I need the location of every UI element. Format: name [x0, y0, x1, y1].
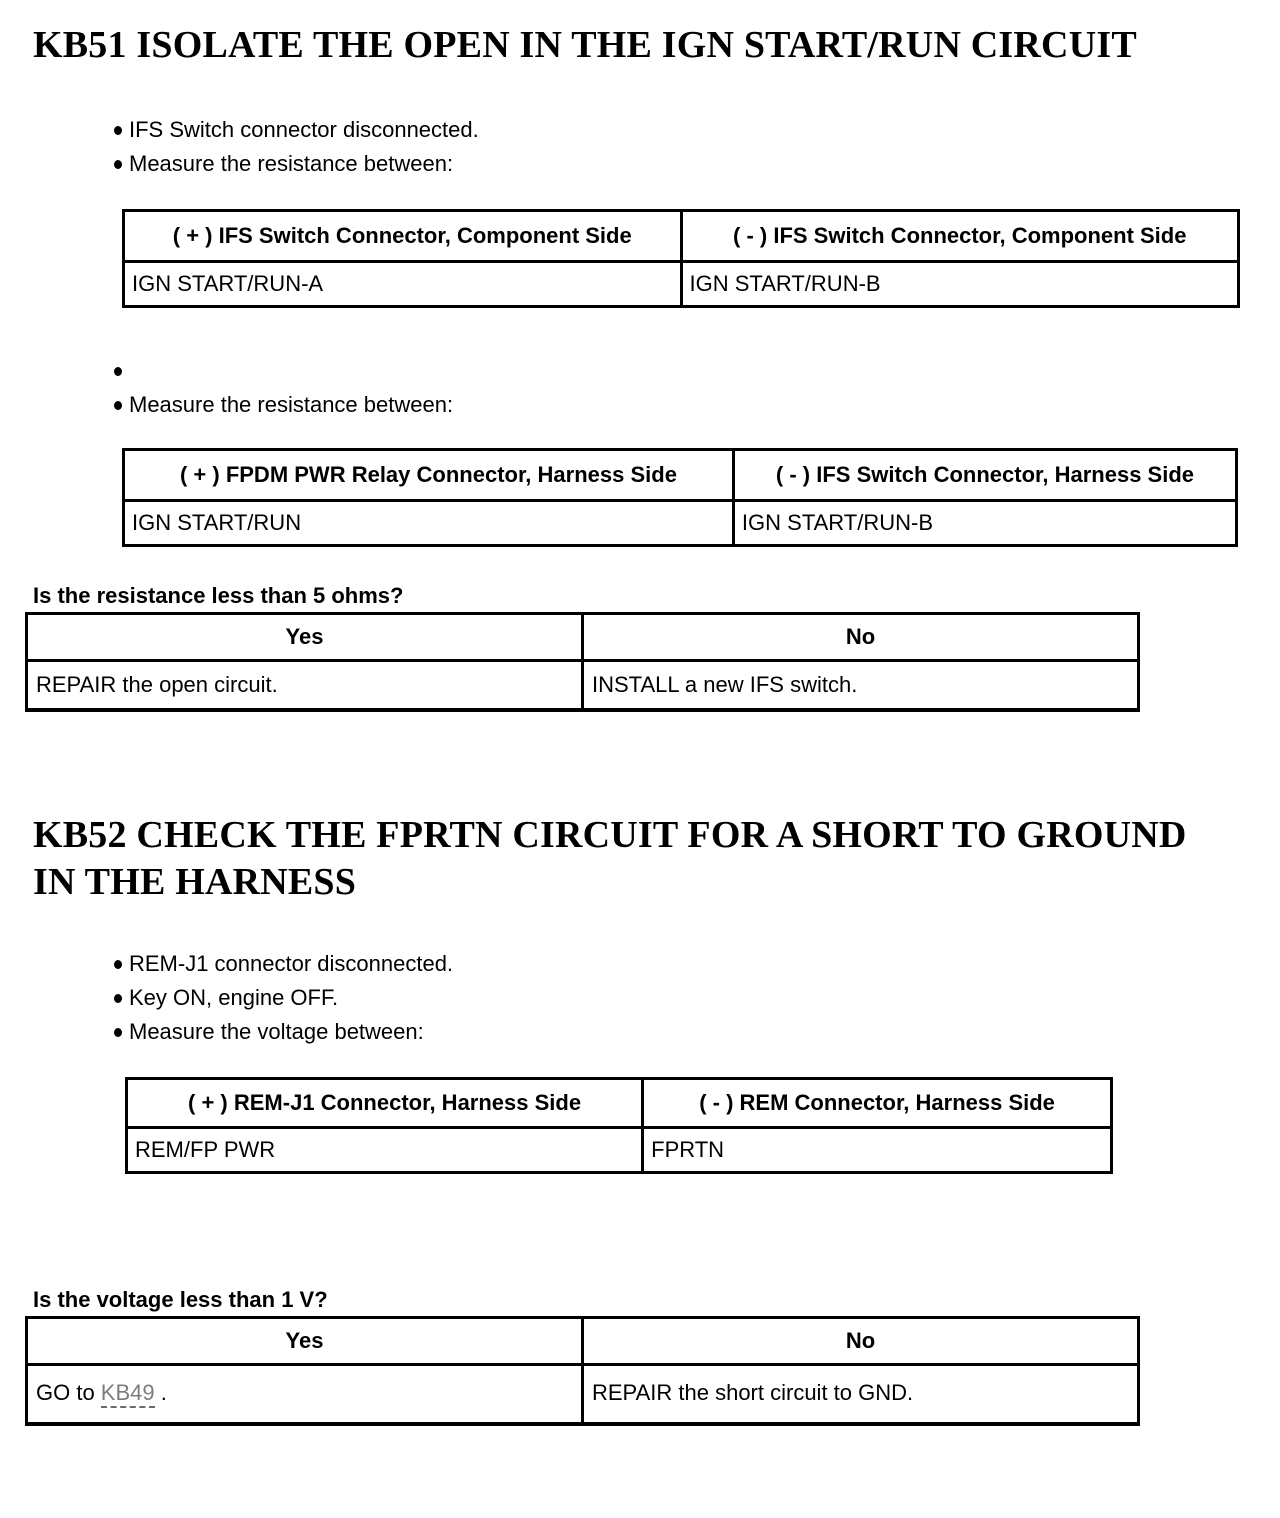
- table-header-row: Yes No: [25, 1316, 1140, 1367]
- table-row: IGN START/RUN-A IGN START/RUN-B: [122, 260, 1240, 309]
- table-header-cell: ( - ) IFS Switch Connector, Harness Side: [731, 448, 1239, 503]
- table-header-cell: ( + ) IFS Switch Connector, Component Si…: [122, 209, 683, 264]
- kb51-measurement-table-component-side: ( + ) IFS Switch Connector, Component Si…: [122, 209, 1240, 309]
- table-header-cell: ( + ) FPDM PWR Relay Connector, Harness …: [122, 448, 735, 503]
- table-cell: FPRTN: [641, 1126, 1113, 1175]
- kb51-section-heading: KB51 ISOLATE THE OPEN IN THE IGN START/R…: [33, 24, 1137, 66]
- yes-action-cell: GO to KB49 .: [25, 1363, 584, 1426]
- go-to-period: .: [154, 1380, 167, 1406]
- yes-header-cell: Yes: [25, 612, 584, 663]
- table-row: REM/FP PWR FPRTN: [124, 1126, 1113, 1175]
- kb52-section-heading: KB52 CHECK THE FPRTN CIRCUIT FOR A SHORT…: [33, 814, 1187, 903]
- table-header-cell: ( + ) REM-J1 Connector, Harness Side: [124, 1077, 645, 1130]
- yes-action-cell: REPAIR the open circuit.: [25, 659, 584, 712]
- list-item-empty: [112, 354, 1280, 388]
- table-cell: IGN START/RUN-B: [731, 499, 1239, 548]
- list-item: IFS Switch connector disconnected.: [112, 113, 1280, 147]
- kb52-decision-table: Yes No GO to KB49 . REPAIR the short cir…: [25, 1316, 1140, 1427]
- table-header-row: ( + ) IFS Switch Connector, Component Si…: [122, 209, 1240, 264]
- table-header-row: Yes No: [25, 612, 1140, 663]
- table-header-row: ( + ) REM-J1 Connector, Harness Side ( -…: [124, 1077, 1113, 1130]
- kb49-link[interactable]: KB49: [100, 1380, 155, 1409]
- kb51-decision-table: Yes No REPAIR the open circuit. INSTALL …: [25, 612, 1140, 713]
- no-action-cell: INSTALL a new IFS switch.: [581, 659, 1140, 712]
- list-item: Key ON, engine OFF.: [112, 981, 1280, 1015]
- kb51-measurement-table-harness-side: ( + ) FPDM PWR Relay Connector, Harness …: [122, 448, 1239, 548]
- list-item: Measure the resistance between:: [112, 388, 1280, 422]
- table-row: REPAIR the open circuit. INSTALL a new I…: [25, 659, 1140, 712]
- list-item: Measure the voltage between:: [112, 1015, 1280, 1049]
- no-action-cell: REPAIR the short circuit to GND.: [581, 1363, 1140, 1426]
- kb52-question-text: Is the voltage less than 1 V?: [33, 1287, 328, 1313]
- kb51-bullet-list: IFS Switch connector disconnected. Measu…: [112, 113, 1280, 181]
- table-row: IGN START/RUN IGN START/RUN-B: [122, 499, 1239, 548]
- table-cell: IGN START/RUN-B: [679, 260, 1240, 309]
- list-item: Measure the resistance between:: [112, 147, 1280, 181]
- no-header-cell: No: [581, 1316, 1140, 1367]
- table-header-row: ( + ) FPDM PWR Relay Connector, Harness …: [122, 448, 1239, 503]
- document-page: KB51 ISOLATE THE OPEN IN THE IGN START/R…: [25, 24, 1280, 1427]
- kb52-bullet-list: REM-J1 connector disconnected. Key ON, e…: [112, 947, 1280, 1049]
- table-cell: IGN START/RUN: [122, 499, 735, 548]
- table-row: GO to KB49 . REPAIR the short circuit to…: [25, 1363, 1140, 1426]
- table-cell: REM/FP PWR: [124, 1126, 645, 1175]
- kb52-measurement-table: ( + ) REM-J1 Connector, Harness Side ( -…: [124, 1077, 1113, 1175]
- list-item: REM-J1 connector disconnected.: [112, 947, 1280, 981]
- yes-header-cell: Yes: [25, 1316, 584, 1367]
- table-header-cell: ( - ) REM Connector, Harness Side: [641, 1077, 1113, 1130]
- kb51-question-text: Is the resistance less than 5 ohms?: [33, 583, 404, 609]
- no-header-cell: No: [581, 612, 1140, 663]
- table-header-cell: ( - ) IFS Switch Connector, Component Si…: [679, 209, 1240, 264]
- kb51-bullet-list-2: Measure the resistance between:: [112, 354, 1280, 422]
- go-to-text: GO to: [36, 1380, 101, 1406]
- table-cell: IGN START/RUN-A: [122, 260, 683, 309]
